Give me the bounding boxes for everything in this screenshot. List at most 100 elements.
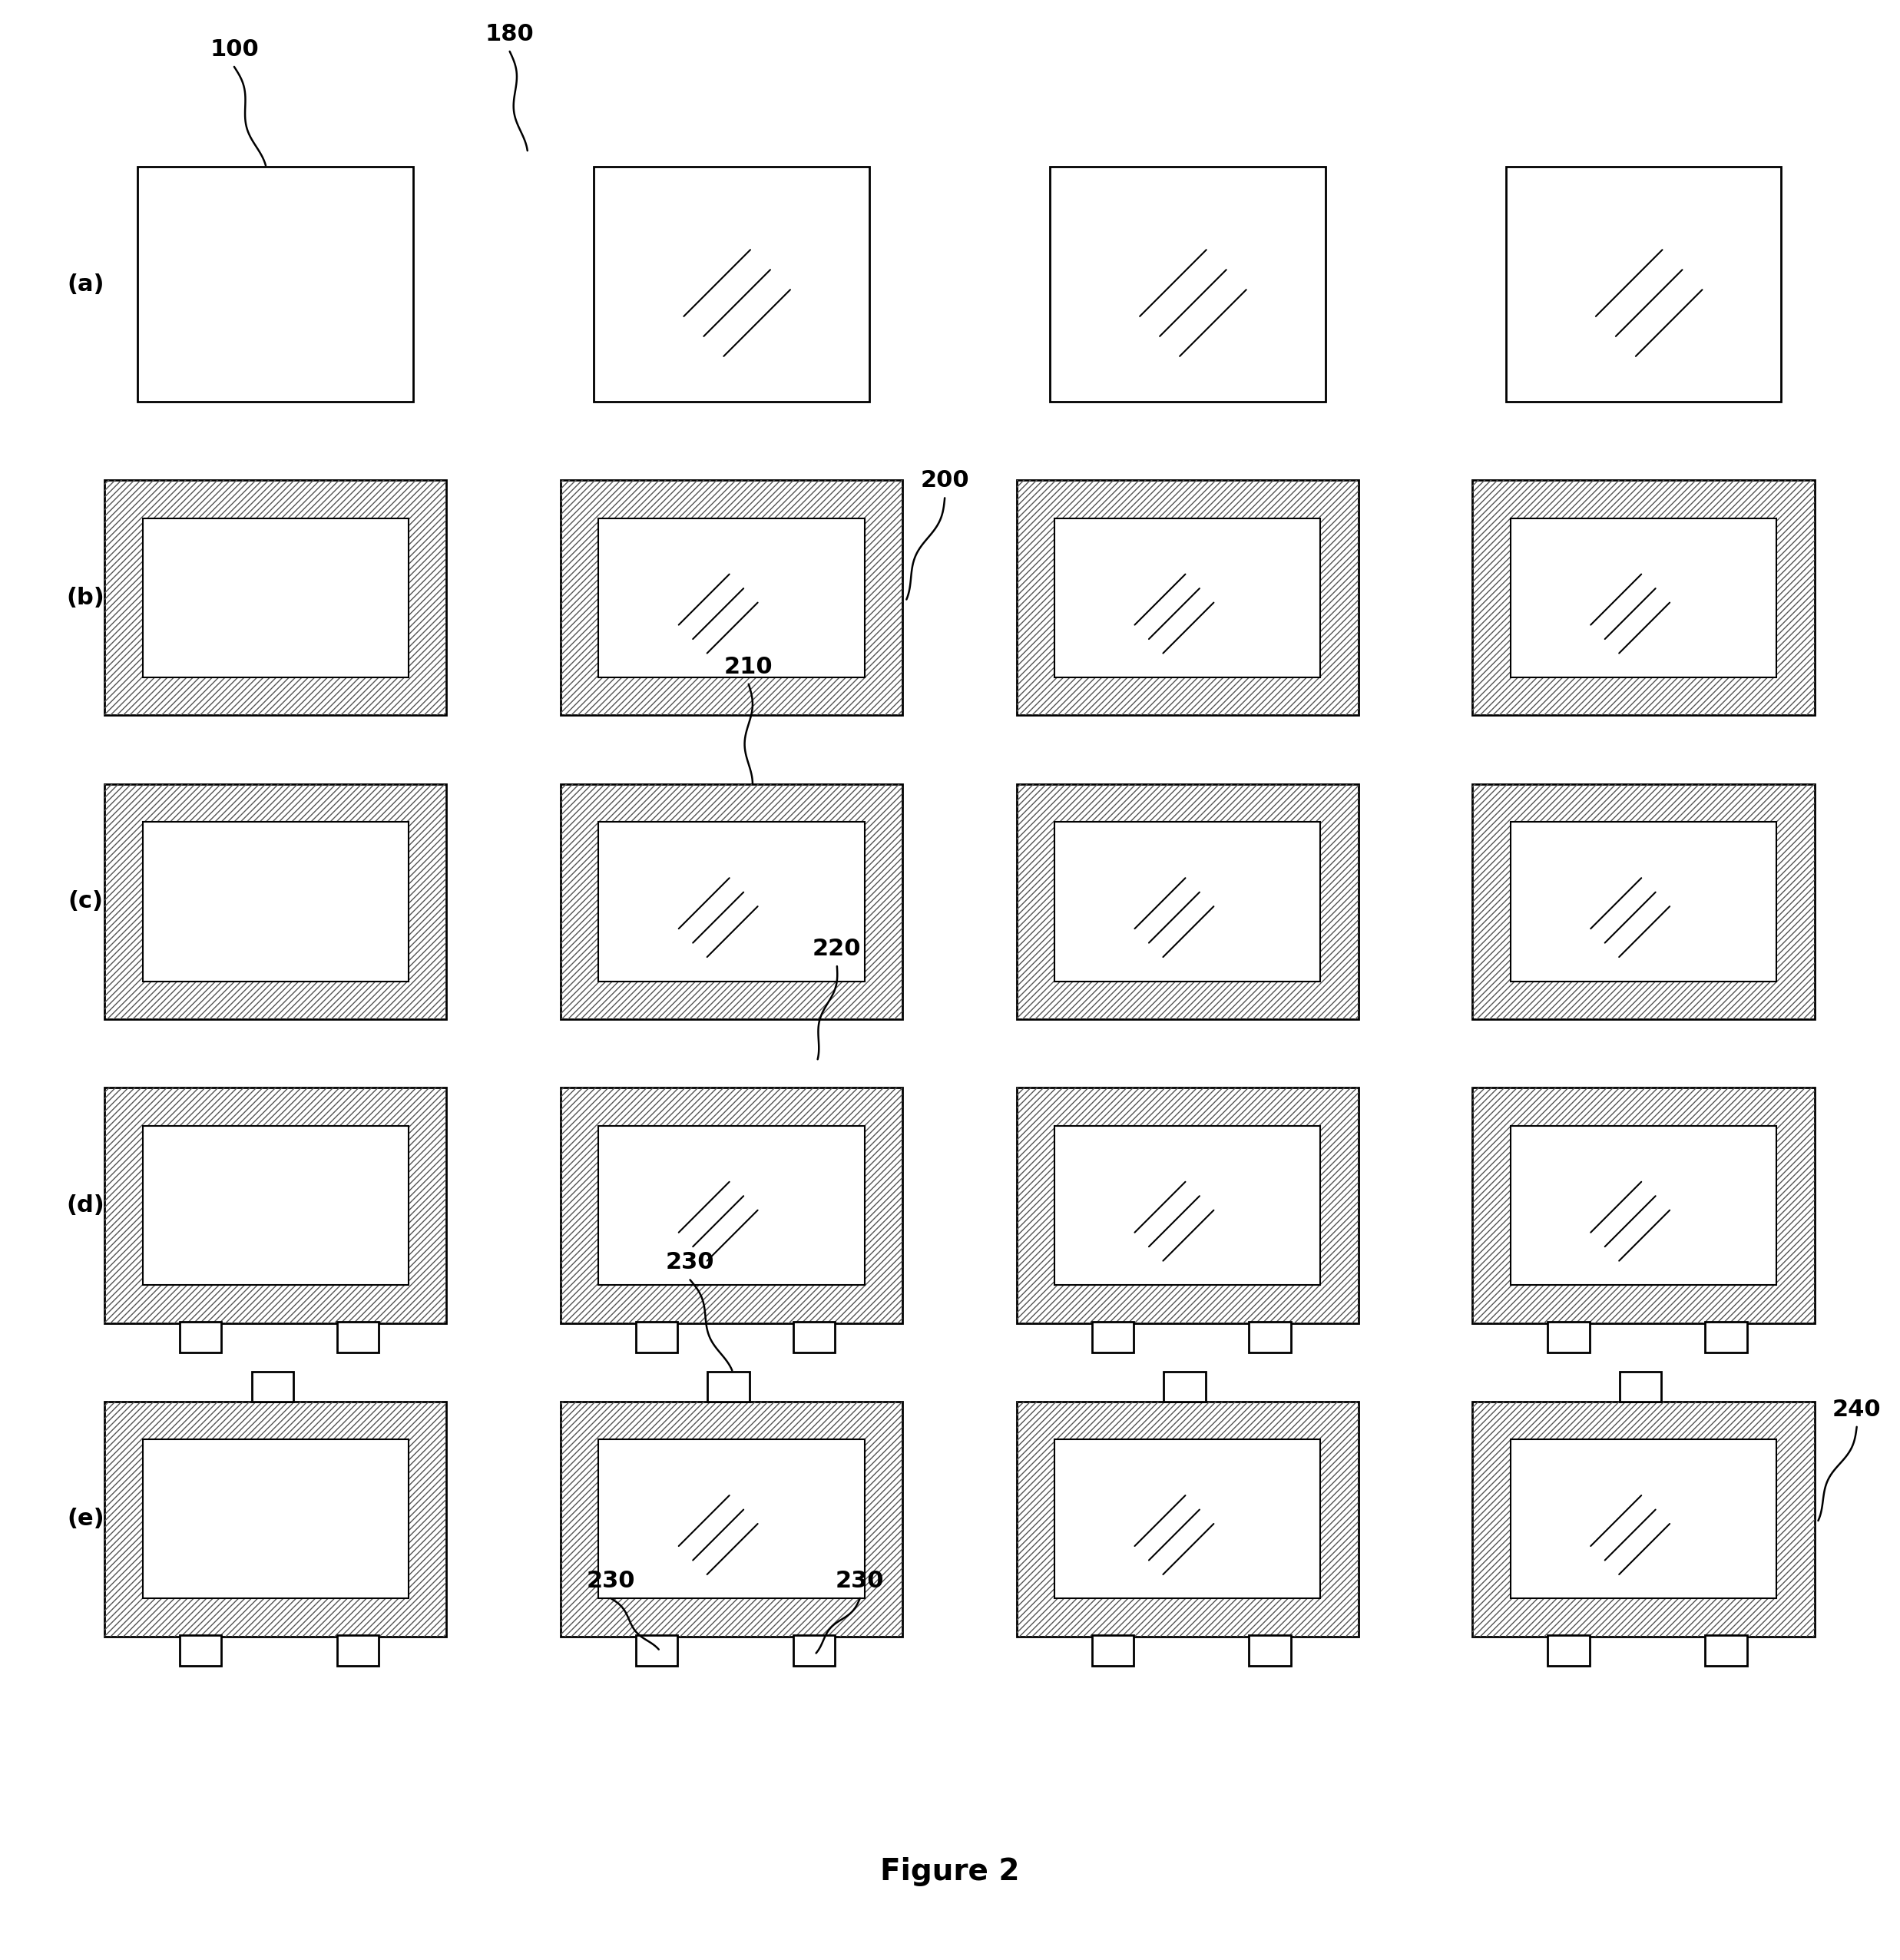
Bar	[598, 1125, 864, 1286]
Bar	[707, 1372, 749, 1401]
Bar	[104, 480, 446, 715]
Bar	[1054, 1125, 1320, 1286]
Bar	[1092, 1635, 1134, 1666]
Bar	[636, 1321, 678, 1352]
Text: (c): (c)	[68, 890, 103, 913]
Bar	[336, 1321, 378, 1352]
Bar	[560, 1088, 902, 1323]
Bar	[1510, 1439, 1776, 1599]
Bar	[142, 1439, 408, 1599]
Bar	[336, 1635, 378, 1666]
Bar	[1054, 517, 1320, 678]
Text: 230: 230	[836, 1570, 884, 1592]
Text: 240: 240	[1832, 1397, 1881, 1421]
Bar	[1016, 1401, 1358, 1637]
Bar	[1704, 1321, 1746, 1352]
Bar	[142, 821, 408, 982]
Bar	[636, 1635, 678, 1666]
Bar	[598, 517, 864, 678]
Bar	[1548, 1321, 1590, 1352]
Bar	[104, 480, 446, 715]
Bar	[104, 1088, 446, 1323]
Text: 220: 220	[813, 937, 861, 960]
Bar	[598, 1125, 864, 1286]
Bar	[1510, 1125, 1776, 1286]
Bar	[1054, 517, 1320, 678]
Bar	[1016, 480, 1358, 715]
Text: (b): (b)	[66, 586, 104, 610]
Text: (d): (d)	[66, 1194, 104, 1217]
Text: (e): (e)	[66, 1507, 104, 1531]
Bar	[1510, 821, 1776, 982]
Bar	[104, 784, 446, 1019]
Bar	[1472, 1401, 1814, 1637]
Bar	[1472, 784, 1814, 1019]
Bar	[142, 517, 408, 678]
Bar	[1548, 1635, 1590, 1666]
Bar	[180, 1635, 222, 1666]
Bar	[104, 1401, 446, 1637]
Bar	[598, 821, 864, 982]
Bar	[1054, 1439, 1320, 1599]
Text: (a): (a)	[66, 272, 104, 296]
Text: Figure 2: Figure 2	[880, 1858, 1020, 1886]
Text: 100: 100	[209, 39, 258, 61]
Text: 210: 210	[724, 657, 773, 678]
Bar	[1054, 1439, 1320, 1599]
Bar	[1248, 1321, 1290, 1352]
Bar	[104, 784, 446, 1019]
Bar	[1510, 517, 1776, 678]
Bar	[1054, 821, 1320, 982]
Bar	[560, 1088, 902, 1323]
Bar	[1016, 1088, 1358, 1323]
Bar	[593, 167, 868, 402]
Bar	[598, 1439, 864, 1599]
Bar	[1472, 1088, 1814, 1323]
Bar	[560, 480, 902, 715]
Bar	[1510, 1439, 1776, 1599]
Bar	[1016, 784, 1358, 1019]
Text: 230: 230	[587, 1570, 635, 1592]
Bar	[792, 1321, 834, 1352]
Bar	[1704, 1635, 1746, 1666]
Bar	[142, 1125, 408, 1286]
Bar	[792, 1635, 834, 1666]
Bar	[1092, 1321, 1134, 1352]
Bar	[1619, 1372, 1661, 1401]
Bar	[1472, 784, 1814, 1019]
Bar	[1016, 1401, 1358, 1637]
Bar	[1505, 167, 1780, 402]
Bar	[104, 1401, 446, 1637]
Bar	[1016, 1088, 1358, 1323]
Text: 230: 230	[665, 1250, 714, 1274]
Bar	[598, 517, 864, 678]
Bar	[1510, 821, 1776, 982]
Bar	[1472, 480, 1814, 715]
Bar	[137, 167, 412, 402]
Bar	[1054, 1125, 1320, 1286]
Bar	[142, 1125, 408, 1286]
Bar	[560, 1401, 902, 1637]
Bar	[598, 821, 864, 982]
Bar	[598, 1439, 864, 1599]
Bar	[1163, 1372, 1205, 1401]
Bar	[1472, 1401, 1814, 1637]
Bar	[251, 1372, 293, 1401]
Bar	[560, 784, 902, 1019]
Bar	[1049, 167, 1326, 402]
Bar	[180, 1321, 222, 1352]
Bar	[1248, 1635, 1290, 1666]
Bar	[142, 517, 408, 678]
Bar	[142, 821, 408, 982]
Text: 200: 200	[920, 470, 969, 492]
Bar	[104, 1088, 446, 1323]
Bar	[560, 1401, 902, 1637]
Bar	[560, 784, 902, 1019]
Text: 180: 180	[484, 24, 534, 45]
Bar	[1016, 784, 1358, 1019]
Bar	[1472, 480, 1814, 715]
Bar	[1510, 1125, 1776, 1286]
Bar	[1054, 821, 1320, 982]
Bar	[1472, 1088, 1814, 1323]
Bar	[1510, 517, 1776, 678]
